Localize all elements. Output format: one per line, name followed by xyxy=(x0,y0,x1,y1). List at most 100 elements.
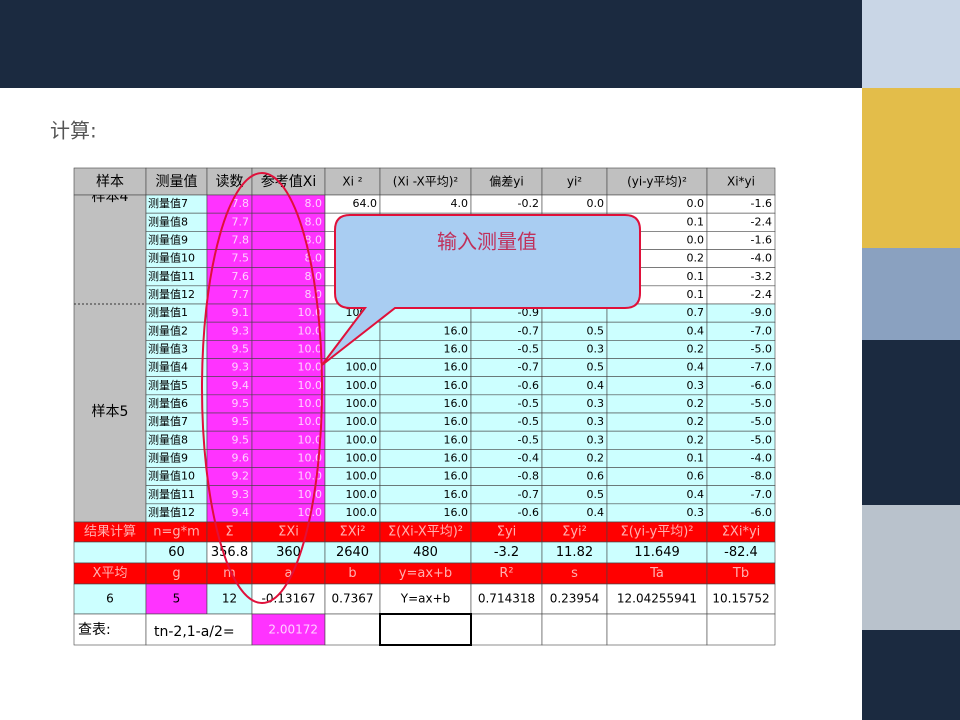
cell-text: 16.0 xyxy=(444,433,469,446)
cell-text: 测量值12 xyxy=(148,506,195,519)
cell-text: ΣXi xyxy=(278,525,299,540)
cell-text: 7.6 xyxy=(232,270,250,283)
cell-text: Ta xyxy=(649,566,664,581)
cell-text: 0.2 xyxy=(687,252,705,265)
cell xyxy=(606,613,708,646)
cell-text: -0.7 xyxy=(518,361,539,374)
cell-text: 0.6 xyxy=(687,470,705,483)
cell-text: 8.0 xyxy=(305,215,323,228)
cell-text: 12 xyxy=(222,592,237,606)
cell-text: 10.0 xyxy=(298,306,323,319)
lookup-value: 2.00172 xyxy=(268,623,318,637)
cell-text: 0.4 xyxy=(687,324,705,337)
cell-text: 0.3 xyxy=(587,433,605,446)
cell xyxy=(251,613,326,646)
column-header: (Xi -X平均)² xyxy=(393,175,459,189)
cell xyxy=(706,583,776,615)
cell-text: -0.2 xyxy=(518,197,539,210)
cell-text: -6.0 xyxy=(751,379,772,392)
cell-text: 测量值6 xyxy=(148,397,188,410)
cell-text: 0.1 xyxy=(687,451,705,464)
cell-text: 0.7367 xyxy=(332,592,374,606)
cell-text: 0.2 xyxy=(687,415,705,428)
cell-text: 测量值5 xyxy=(148,379,188,392)
cell-text: 16.0 xyxy=(444,470,469,483)
cell-text: n=g*m xyxy=(153,525,200,540)
cell-text: 0.0 xyxy=(587,197,605,210)
cell-text: -0.7 xyxy=(518,324,539,337)
cell-text: 9.4 xyxy=(232,379,250,392)
column-header: 样本 xyxy=(96,174,124,190)
cell-text: -0.8 xyxy=(518,470,539,483)
cell-text: -1.6 xyxy=(751,233,772,246)
lookup-label: 查表: xyxy=(78,622,111,638)
cell-text: 16.0 xyxy=(444,361,469,374)
cell-text: 10.0 xyxy=(298,361,323,374)
cell-text: 测量值11 xyxy=(148,270,195,283)
cell-text: a xyxy=(285,566,293,581)
cell-text: 9.5 xyxy=(232,415,250,428)
cell-text: 10.0 xyxy=(298,488,323,501)
cell-text: 10.0 xyxy=(298,342,323,355)
cell xyxy=(73,194,147,523)
cell-text: 0.0 xyxy=(687,197,705,210)
cell-text: -3.2 xyxy=(751,270,772,283)
cell-text: 测量值3 xyxy=(148,342,188,355)
cell xyxy=(206,583,253,615)
cell-text: 0.3 xyxy=(587,397,605,410)
cell-text: -0.13167 xyxy=(262,592,316,606)
cell-text: 100.0 xyxy=(346,506,378,519)
cell-text: X平均 xyxy=(93,566,128,581)
cell-text: 10.0 xyxy=(298,433,323,446)
cell-text: 16.0 xyxy=(444,397,469,410)
cell-text: 100.0 xyxy=(346,433,378,446)
lookup-formula: tn-2,1-a/2= xyxy=(154,624,235,640)
cell-text: 7.8 xyxy=(232,197,250,210)
callout xyxy=(321,214,641,366)
cell-text: 7.8 xyxy=(232,233,250,246)
cell-text: -9.0 xyxy=(751,306,772,319)
cell-text: 9.2 xyxy=(232,470,250,483)
cell-text: -0.5 xyxy=(518,433,539,446)
cell-text: b xyxy=(348,566,356,581)
cell-text: -0.5 xyxy=(518,342,539,355)
cell-text: 100.0 xyxy=(346,379,378,392)
cell-text: 测量值4 xyxy=(148,361,188,374)
cell-text: 0.2 xyxy=(687,342,705,355)
cell-text: 11.82 xyxy=(556,545,593,560)
cell-text: 10.0 xyxy=(298,506,323,519)
cell-text: R² xyxy=(499,566,513,581)
cell-text: 2640 xyxy=(336,545,369,560)
cell-text: -5.0 xyxy=(751,342,772,355)
cell-text: 0.1 xyxy=(687,215,705,228)
column-header: yi² xyxy=(567,175,582,189)
column-header: 测量值 xyxy=(156,174,198,190)
cell-text: 0.3 xyxy=(587,342,605,355)
slide-title: 计算: xyxy=(50,119,97,143)
cell-text: 0.1 xyxy=(687,270,705,283)
cell-text: 0.3 xyxy=(687,379,705,392)
cell-text: 0.2 xyxy=(687,397,705,410)
cell xyxy=(73,541,147,564)
cell-text: 0.1 xyxy=(687,288,705,301)
cell-text: g xyxy=(172,566,180,581)
cell-text: -8.0 xyxy=(751,470,772,483)
cell-text: 0.23954 xyxy=(550,592,600,606)
cell-text: 16.0 xyxy=(444,488,469,501)
cell-text: -0.6 xyxy=(518,379,539,392)
cell-text: -7.0 xyxy=(751,324,772,337)
cell xyxy=(541,167,608,196)
cell-text: Σyi xyxy=(497,525,517,540)
cell-text: y=ax+b xyxy=(399,566,452,581)
cell-text: 16.0 xyxy=(444,342,469,355)
cell-text: ΣXi*yi xyxy=(722,525,761,540)
cell-text: 0.3 xyxy=(687,506,705,519)
photo xyxy=(862,248,960,340)
cell-text: -4.0 xyxy=(751,252,772,265)
cell-text: 0.4 xyxy=(687,361,705,374)
cell-text: 60 xyxy=(168,545,185,560)
cell-text: 0.4 xyxy=(687,488,705,501)
cell-text: 0.7 xyxy=(687,306,705,319)
cell-text: 100.0 xyxy=(346,361,378,374)
